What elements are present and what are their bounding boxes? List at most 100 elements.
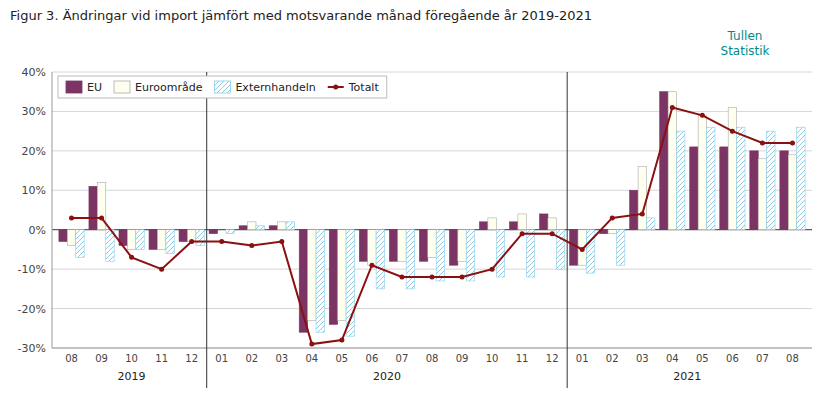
marker: [159, 267, 164, 272]
x-tick-label: 08: [786, 353, 799, 364]
marker: [580, 247, 585, 252]
bar: [548, 218, 556, 230]
line-series: [69, 105, 795, 347]
marker: [550, 231, 555, 236]
x-tick-label: 02: [606, 353, 619, 364]
bar: [518, 214, 526, 230]
bar: [136, 230, 144, 250]
y-tick-label: 30%: [22, 105, 46, 118]
bar: [677, 131, 685, 230]
legend-label: Euroområde: [135, 81, 203, 94]
legend-label: Totalt: [348, 81, 380, 94]
bar: [256, 226, 264, 230]
bar: [630, 190, 638, 229]
grid-line: [52, 308, 812, 309]
x-tick-label: 06: [726, 353, 739, 364]
x-tick-label: 01: [576, 353, 589, 364]
grid-line: [52, 269, 812, 270]
bar: [106, 230, 114, 262]
bar: [248, 222, 256, 230]
bar: [479, 222, 487, 230]
bar: [488, 218, 496, 230]
x-tick-label: 05: [696, 353, 709, 364]
x-tick-label: 03: [636, 353, 649, 364]
x-tick-label: 12: [546, 353, 559, 364]
x-tick-label: 03: [275, 353, 288, 364]
grid-line: [52, 72, 812, 73]
bar: [540, 214, 548, 230]
bar-series: [59, 92, 788, 333]
grid-line: [52, 111, 812, 112]
x-tick-label: 09: [95, 353, 108, 364]
x-axis: [52, 348, 812, 349]
bar: [797, 127, 805, 230]
x-tick-label: 10: [125, 353, 138, 364]
bar: [510, 222, 518, 230]
bar: [728, 107, 736, 229]
bar: [226, 230, 234, 234]
bar: [406, 230, 414, 289]
marker: [279, 239, 284, 244]
x-tick-label: 02: [245, 353, 258, 364]
grid-line: [52, 348, 812, 349]
bar: [788, 155, 796, 230]
bar: [368, 230, 376, 265]
bar: [646, 218, 654, 230]
legend: EUEuroområdeExternhandelnTotalt: [58, 76, 387, 98]
grid: [52, 72, 812, 348]
x-tick-label: 04: [666, 353, 679, 364]
x-tick-label: 07: [396, 353, 409, 364]
bar: [737, 127, 745, 230]
bar: [436, 230, 444, 281]
x-tick-label: 04: [305, 353, 318, 364]
bar: [419, 230, 427, 262]
marker: [730, 129, 735, 134]
group-label: 2020: [373, 370, 401, 383]
chart: Figur 3. Ändringar vid import jämfört me…: [0, 0, 832, 416]
marker: [99, 215, 104, 220]
legend-label: Externhandeln: [235, 81, 315, 94]
bar: [209, 230, 217, 234]
marker: [760, 140, 765, 145]
x-tick-label: 12: [185, 353, 198, 364]
bar: [308, 230, 316, 321]
x-tick-label: 08: [426, 353, 439, 364]
y-tick-label: 40%: [22, 66, 46, 79]
bar: [780, 151, 788, 230]
line: [72, 107, 793, 344]
marker: [610, 215, 615, 220]
y-tick-label: -30%: [18, 342, 46, 355]
bar: [316, 230, 324, 333]
bar: [166, 230, 174, 254]
marker: [430, 275, 435, 280]
bar: [179, 230, 187, 242]
marker: [790, 140, 795, 145]
marker: [670, 105, 675, 110]
marker: [640, 211, 645, 216]
legend-swatch: [66, 81, 82, 93]
title: Figur 3. Ändringar vid import jämfört me…: [10, 8, 592, 23]
bar: [376, 230, 384, 289]
bar: [720, 147, 728, 230]
bar-series: [76, 127, 805, 336]
bar: [67, 230, 75, 246]
x-tick-label: 06: [366, 353, 379, 364]
legend-swatch: [214, 81, 230, 93]
group-separator: [567, 72, 568, 388]
y-axis: [52, 72, 53, 348]
bar: [286, 222, 294, 230]
bar: [359, 230, 367, 262]
x-tick-label: 10: [486, 353, 499, 364]
legend-box: [58, 76, 387, 98]
bar: [338, 230, 346, 321]
marker: [189, 239, 194, 244]
bar: [707, 127, 715, 230]
group-label: 2019: [118, 370, 146, 383]
bar-series: [67, 92, 796, 321]
bar: [758, 159, 766, 230]
bar: [329, 230, 337, 325]
x-tick-label: 08: [65, 353, 78, 364]
y-tick-label: 20%: [22, 145, 46, 158]
plot-area: [59, 92, 805, 347]
marker: [369, 263, 374, 268]
